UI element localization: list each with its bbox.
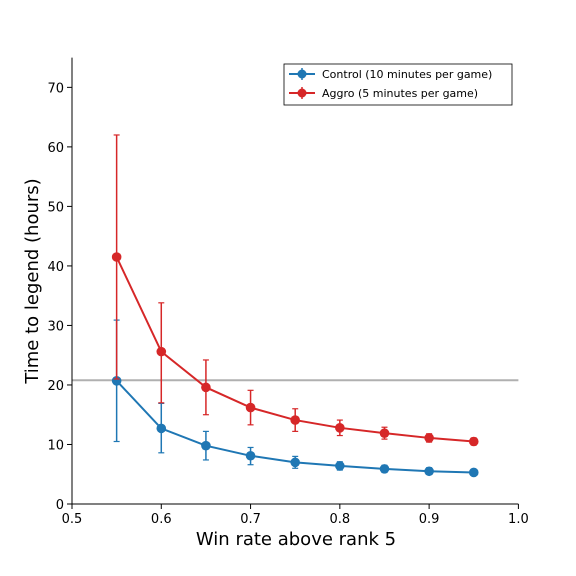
x-tick-label: 0.5 — [62, 512, 83, 527]
data-point — [379, 464, 390, 474]
data-point — [156, 346, 167, 357]
data-point — [111, 375, 122, 386]
y-tick-label: 20 — [47, 379, 64, 394]
y-axis-label: Time to legend (hours) — [22, 178, 43, 384]
x-tick-label: 0.6 — [151, 512, 172, 527]
x-tick-label: 0.9 — [419, 512, 440, 527]
x-tick-label: 1.0 — [508, 512, 529, 527]
data-point — [201, 440, 211, 451]
y-tick-label: 0 — [56, 498, 64, 513]
legend-swatch-marker — [297, 69, 307, 79]
y-tick-label: 70 — [47, 81, 64, 96]
legend-box — [283, 63, 513, 106]
legend-swatch-marker — [297, 88, 307, 98]
data-point — [424, 433, 434, 443]
x-tick-label: 0.7 — [240, 512, 261, 527]
data-point — [468, 436, 479, 447]
y-tick-label: 40 — [47, 260, 64, 275]
y-tick-label: 50 — [47, 200, 64, 215]
data-point — [245, 450, 256, 461]
series-aggro — [111, 134, 479, 447]
legend-label-aggro: Aggro (5 minutes per game) — [322, 87, 478, 100]
data-point — [156, 423, 167, 434]
legend-label-control: Control (10 minutes per game) — [322, 68, 492, 81]
data-point — [111, 252, 122, 262]
y-tick-label: 60 — [47, 141, 64, 156]
ticks: 0.5 0.6 0.7 0.8 0.9 1.0 0 10 20 30 40 50 60 70 — [47, 81, 528, 527]
legend-item-control: Control (10 minutes per game) — [289, 68, 492, 81]
data-point — [201, 382, 211, 393]
series-control — [111, 319, 479, 478]
data-point — [335, 461, 345, 471]
data-point — [290, 415, 301, 425]
y-tick-label: 30 — [47, 319, 64, 334]
legend-item-aggro: Aggro (5 minutes per game) — [289, 87, 478, 100]
legend: Control (10 minutes per game) Aggro (5 m… — [283, 63, 513, 106]
axes — [71, 57, 519, 505]
x-axis-label: Win rate above rank 5 — [196, 529, 396, 550]
data-point — [245, 402, 256, 413]
data-point — [335, 423, 345, 433]
y-tick-label: 10 — [47, 438, 64, 453]
data-point — [468, 467, 479, 478]
series-layer — [111, 134, 479, 478]
data-point — [290, 457, 301, 468]
data-point — [379, 428, 390, 438]
x-tick-label: 0.8 — [329, 512, 350, 527]
data-point — [424, 466, 434, 477]
